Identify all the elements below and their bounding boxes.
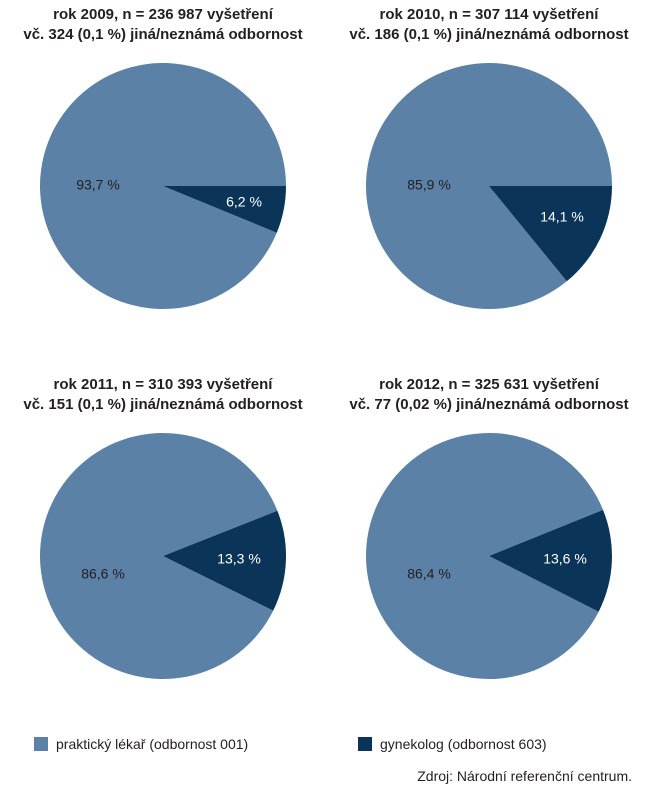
chart-subtitle: vč. 77 (0,02 %) jiná/neznámá odbornost — [349, 396, 629, 413]
pie-chart: 93,7 % 6,2 % — [39, 63, 287, 310]
slice-label-gynekolog: 13,6 % — [543, 551, 587, 567]
slice-label-prakticky-lekar: 86,4 % — [407, 566, 451, 582]
slice-label-gynekolog: 6,2 % — [226, 194, 262, 210]
chart-title: rok 2012, n = 325 631 vyšetření — [379, 376, 599, 393]
slice-label-prakticky-lekar: 85,9 % — [407, 177, 451, 193]
slice-label-gynekolog: 14,1 % — [540, 209, 584, 225]
legend-label: praktický lékař (odbornost 001) — [56, 736, 249, 752]
slice-label-prakticky-lekar: 86,6 % — [81, 566, 125, 582]
pie-slice-gynekolog — [163, 510, 286, 611]
chart-subtitle: vč. 186 (0,1 %) jiná/neznámá odbornost — [349, 26, 629, 43]
legend-swatch — [34, 737, 48, 751]
pie-panel-2011: rok 2011, n = 310 393 vyšetření vč. 151 … — [0, 370, 326, 730]
legend: praktický lékař (odbornost 001) gynekolo… — [0, 734, 652, 756]
legend-item-prakticky-lekar: praktický lékař (odbornost 001) — [34, 736, 248, 752]
pie-slice-prakticky-lekar — [39, 432, 278, 679]
pie-chart: 85,9 % 14,1 % — [366, 62, 612, 309]
pie-slice-gynekolog — [489, 509, 612, 612]
pie-panel-2009: rok 2009, n = 236 987 vyšetření vč. 324 … — [0, 0, 326, 360]
legend-label: gynekolog (odbornost 603) — [380, 736, 547, 752]
pie-slice-gynekolog — [163, 186, 286, 233]
pie-panel-2010: rok 2010, n = 307 114 vyšetření vč. 186 … — [326, 0, 652, 360]
pie-chart: 86,6 % 13,3 % — [39, 432, 286, 679]
pie-slice-prakticky-lekar — [365, 432, 604, 679]
chart-subtitle: vč. 324 (0,1 %) jiná/neznámá odbornost — [23, 26, 303, 43]
pie-slice-gynekolog — [489, 186, 612, 282]
chart-title: rok 2011, n = 310 393 vyšetření — [53, 376, 273, 393]
slice-label-prakticky-lekar: 93,7 % — [76, 177, 120, 193]
chart-subtitle: vč. 151 (0,1 %) jiná/neznámá odbornost — [23, 396, 303, 413]
chart-title: rok 2010, n = 307 114 vyšetření — [379, 6, 599, 23]
slice-label-gynekolog: 13,3 % — [217, 551, 261, 567]
pie-panel-2012: rok 2012, n = 325 631 vyšetření vč. 77 (… — [326, 370, 652, 730]
pie-chart: 86,4 % 13,6 % — [365, 432, 612, 679]
legend-item-gynekolog: gynekolog (odbornost 603) — [358, 736, 547, 752]
chart-title: rok 2009, n = 236 987 vyšetření — [53, 6, 273, 23]
source-note: Zdroj: Národní referenční centrum. — [417, 768, 632, 784]
pie-slice-prakticky-lekar — [366, 62, 612, 309]
legend-swatch — [358, 737, 372, 751]
pie-slice-prakticky-lekar — [39, 63, 287, 310]
